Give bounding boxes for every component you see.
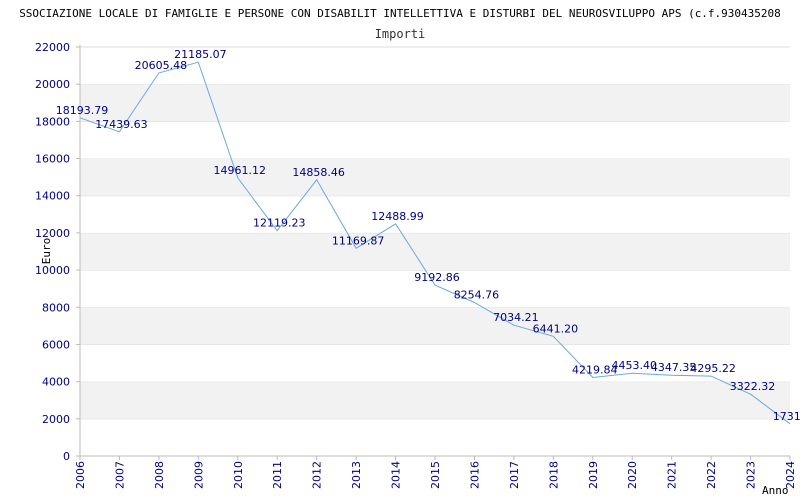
x-tick-label: 2015 [429,461,442,489]
data-label: 6441.20 [533,322,579,335]
data-label: 14961.12 [214,164,267,177]
x-tick-label: 2010 [232,461,245,489]
grid-band [80,195,790,233]
data-label: 8254.76 [454,289,500,302]
y-tick-label: 22000 [35,41,70,54]
x-tick-label: 2012 [311,461,324,489]
data-label: 17439.63 [95,118,148,131]
x-tick-label: 2013 [350,461,363,489]
y-tick-label: 16000 [35,153,70,166]
data-label: 21185.07 [174,48,227,61]
y-tick-label: 8000 [42,301,70,314]
y-tick-label: 20000 [35,78,70,91]
y-tick-label: 10000 [35,264,70,277]
x-tick-label: 2018 [547,461,560,489]
grid-band [80,121,790,159]
x-axis-ticks: 2006 2007 2008 2009 2010 2011 2012 2013 2014 2015… [74,456,797,489]
x-tick-label: 2006 [74,461,87,489]
data-label: 3322.32 [730,380,776,393]
x-tick-label: 2021 [666,461,679,489]
x-tick-label: 2011 [271,461,284,489]
y-tick-label: 12000 [35,227,70,240]
y-tick-label: 18000 [35,115,70,128]
grid-band [80,84,790,122]
y-axis-ticks: 0 2000 4000 6000 8000 10000 12000 14000 16000 180… [35,41,80,463]
data-label: 12119.23 [253,217,306,230]
x-tick-label: 2022 [705,461,718,489]
data-label: 4295.22 [690,362,736,375]
x-tick-label: 2019 [587,461,600,489]
x-tick-label: 2016 [468,461,481,489]
data-label: 4347.35 [651,361,697,374]
data-label: 9192.86 [414,271,460,284]
grid-band [80,232,790,271]
grid-band [80,158,790,196]
y-tick-label: 2000 [42,413,70,426]
y-tick-label: 4000 [42,376,70,389]
series-line-importi [79,61,791,425]
grid-band [80,381,790,419]
chart-title: SSOCIAZIONE LOCALE DI FAMIGLIE E PERSONE… [19,7,781,20]
x-axis-label: Anno [762,484,789,497]
y-tick-label: 6000 [42,338,70,351]
grid-band [80,418,790,456]
x-tick-label: 2014 [390,461,403,489]
data-label: 12488.99 [371,210,424,223]
chart-subtitle: Importi [375,27,426,41]
x-tick-label: 2017 [508,461,521,489]
data-label: 4453.40 [611,359,657,372]
x-tick-label: 2020 [626,461,639,489]
data-label: 4219.84 [572,364,618,377]
data-label: 14858.46 [292,166,345,179]
x-tick-label: 2007 [113,461,126,489]
data-label: 7034.21 [493,311,539,324]
data-label: 18193.79 [56,104,109,117]
y-axis-label: Euro [40,238,53,265]
x-tick-label: 2023 [745,461,758,489]
grid-band [80,270,790,308]
data-label: 20605.48 [135,59,188,72]
x-tick-label: 2024 [784,461,797,489]
grid-band [80,307,790,345]
grid-band [80,47,790,85]
data-label: 11169.87 [332,234,385,247]
y-tick-label: 14000 [35,190,70,203]
y-tick-label: 0 [63,450,70,463]
x-tick-label: 2008 [153,461,166,489]
data-label: 1731.6 [773,410,800,423]
x-tick-label: 2009 [192,461,205,489]
grid-bands [80,46,790,456]
